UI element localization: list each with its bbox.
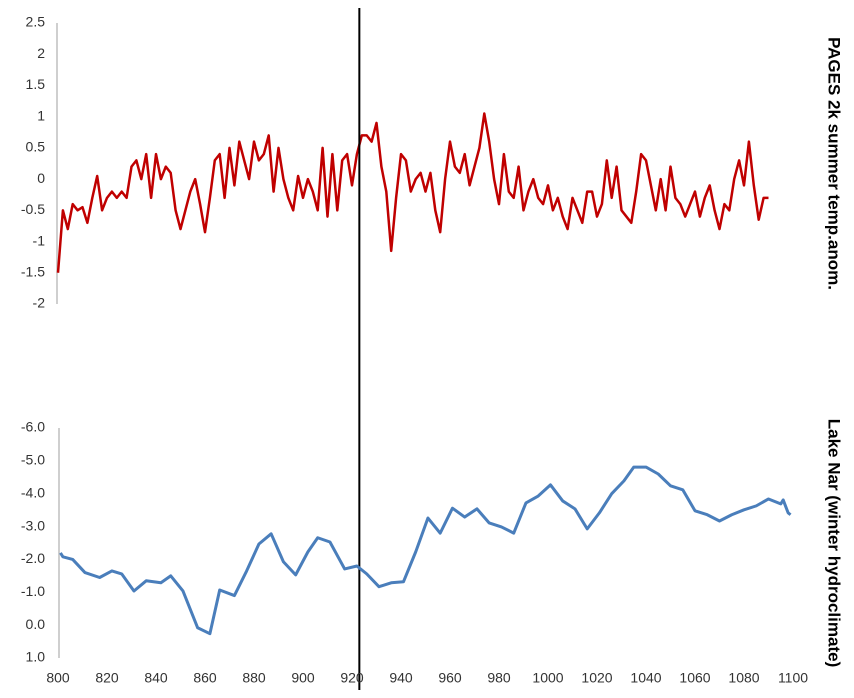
x-tick-label: 800 <box>46 670 70 686</box>
x-tick-label: 940 <box>389 670 413 686</box>
x-tick-label: 880 <box>242 670 266 686</box>
x-tick-label: 860 <box>193 670 217 686</box>
y-tick-label: -6.0 <box>21 419 45 435</box>
y-tick-label: -5.0 <box>21 452 45 468</box>
y-tick-label: 2.5 <box>26 14 46 30</box>
data-line <box>56 112 769 273</box>
y-tick-label: -1.0 <box>21 583 45 599</box>
y-tick-label: -0.5 <box>21 201 45 217</box>
y-tick-label: 0 <box>37 170 45 186</box>
y-tick-label: -1.5 <box>21 263 45 279</box>
x-tick-label: 1100 <box>778 670 808 686</box>
y-tick-label: 0.0 <box>26 616 46 632</box>
y-tick-label: 2 <box>37 45 45 61</box>
x-tick-label: 920 <box>340 670 364 686</box>
y-tick-label: -3.0 <box>21 517 45 533</box>
y-tick-label: 1 <box>37 107 45 123</box>
y-axis-title: PAGES 2k summer temp.anom. <box>825 37 844 290</box>
x-tick-label: 840 <box>144 670 168 686</box>
x-tick-label: 960 <box>438 670 462 686</box>
y-tick-label: 0.5 <box>26 139 46 155</box>
x-tick-label: 1060 <box>679 670 710 686</box>
x-tick-label: 1040 <box>630 670 661 686</box>
x-tick-label: 900 <box>291 670 315 686</box>
y-tick-label: -1 <box>33 232 46 248</box>
y-tick-label: -2 <box>33 295 46 311</box>
y-tick-label: 1.5 <box>26 76 46 92</box>
data-line <box>59 465 792 636</box>
x-tick-label: 1020 <box>581 670 612 686</box>
x-tick-label: 1080 <box>728 670 759 686</box>
y-axis-title: Lake Nar (winter hydroclimate) <box>825 419 844 667</box>
x-tick-label: 1000 <box>532 670 563 686</box>
y-tick-label: 1.0 <box>26 649 46 665</box>
y-tick-label: -2.0 <box>21 550 45 566</box>
y-tick-label: -4.0 <box>21 484 45 500</box>
x-tick-label: 980 <box>487 670 511 686</box>
x-tick-label: 820 <box>95 670 119 686</box>
